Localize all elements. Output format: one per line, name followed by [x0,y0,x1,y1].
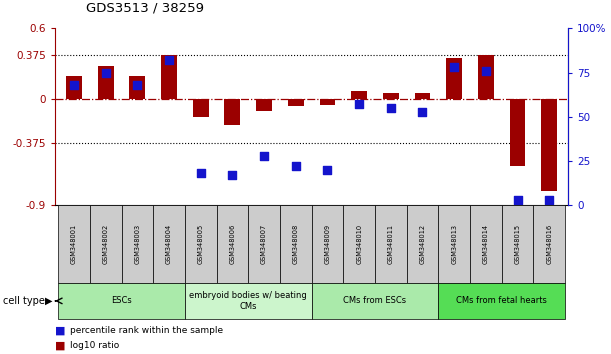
Point [133,82,142,88]
Point [513,197,522,203]
Bar [312,205,343,283]
Text: GSM348003: GSM348003 [134,224,141,264]
Text: GSM348014: GSM348014 [483,224,489,264]
Text: GSM348011: GSM348011 [388,224,394,264]
Bar [58,205,90,283]
Text: ■: ■ [55,340,65,350]
Point [164,57,174,63]
Bar [446,58,462,99]
Text: CMs from fetal hearts: CMs from fetal hearts [456,296,547,306]
Text: GSM348001: GSM348001 [71,224,77,264]
Text: cell type: cell type [3,296,45,306]
Point [69,82,79,88]
Point [386,105,396,111]
Bar [533,205,565,283]
Bar [185,205,216,283]
Text: percentile rank within the sample: percentile rank within the sample [70,326,224,336]
Bar [224,99,240,125]
Point [481,68,491,74]
Bar [415,93,430,99]
Point [196,171,206,176]
Text: GSM348013: GSM348013 [451,224,457,264]
Bar [383,93,399,99]
Text: GSM348007: GSM348007 [261,224,267,264]
Text: ESCs: ESCs [111,296,132,306]
Bar [161,55,177,99]
Text: ▶: ▶ [45,296,52,306]
Text: GDS3513 / 38259: GDS3513 / 38259 [86,1,203,14]
Bar [510,99,525,166]
Text: GSM348012: GSM348012 [420,224,425,264]
Bar [130,75,145,99]
Text: GSM348006: GSM348006 [229,224,235,264]
Bar [407,205,438,283]
Point [259,153,269,159]
Text: embryoid bodies w/ beating
CMs: embryoid bodies w/ beating CMs [189,291,307,310]
Bar [312,283,438,319]
Bar [256,99,272,111]
Bar [280,205,312,283]
Point [449,64,459,70]
Text: GSM348015: GSM348015 [514,224,521,264]
Bar [438,283,565,319]
Text: ■: ■ [55,326,65,336]
Bar [541,99,557,191]
Bar [98,66,114,99]
Bar [343,205,375,283]
Bar [90,205,122,283]
Text: GSM348008: GSM348008 [293,224,299,264]
Text: log10 ratio: log10 ratio [70,341,120,350]
Bar [438,205,470,283]
Bar [470,205,502,283]
Bar [193,99,208,117]
Bar [248,205,280,283]
Point [291,164,301,169]
Bar [216,205,248,283]
Point [544,197,554,203]
Bar [478,56,494,99]
Text: GSM348005: GSM348005 [198,224,203,264]
Bar [153,205,185,283]
Bar [320,99,335,105]
Point [417,109,427,114]
Text: GSM348009: GSM348009 [324,224,331,264]
Text: CMs from ESCs: CMs from ESCs [343,296,406,306]
Text: GSM348002: GSM348002 [103,224,109,264]
Text: GSM348004: GSM348004 [166,224,172,264]
Text: GSM348010: GSM348010 [356,224,362,264]
Point [323,167,332,173]
Bar [66,75,82,99]
Point [227,172,237,178]
Bar [185,283,312,319]
Point [101,70,111,75]
Bar [122,205,153,283]
Bar [58,283,185,319]
Bar [288,99,304,106]
Point [354,102,364,107]
Bar [351,91,367,99]
Bar [375,205,407,283]
Bar [502,205,533,283]
Text: GSM348016: GSM348016 [546,224,552,264]
